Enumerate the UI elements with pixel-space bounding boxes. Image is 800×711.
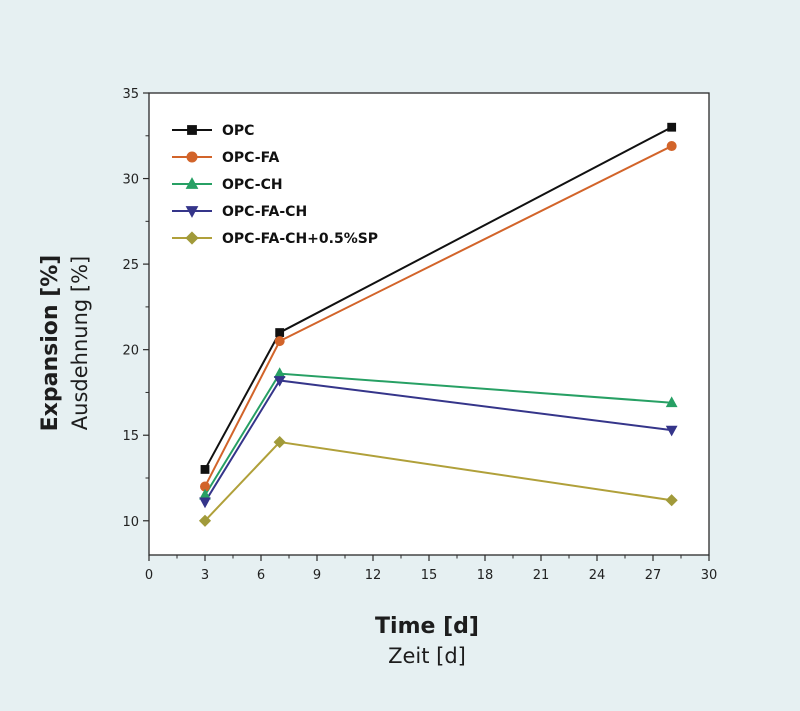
x-tick-label: 21 xyxy=(533,568,550,583)
y-tick-label: 20 xyxy=(122,344,139,359)
data-point xyxy=(666,141,677,152)
data-point xyxy=(667,122,677,132)
data-point xyxy=(665,425,678,437)
x-tick-label: 24 xyxy=(589,568,606,583)
data-point xyxy=(665,494,678,507)
legend-label: OPC-FA-CH xyxy=(222,204,307,220)
axes: 0 3 6 9 12 15 18 21 24 27 30 10 15 20 25 30 35 xyxy=(122,87,717,583)
y-tick-label: 35 xyxy=(122,87,139,102)
data-point xyxy=(665,396,678,408)
legend-marker xyxy=(185,206,199,218)
legend-marker xyxy=(185,231,199,245)
plot-frame xyxy=(148,92,710,556)
x-axis-label: Time [d] xyxy=(375,614,479,639)
legend-marker xyxy=(185,177,199,189)
x-tick-label: 0 xyxy=(145,568,153,583)
data-point xyxy=(273,436,286,449)
legend-label: OPC-FA-CH+0.5%SP xyxy=(222,231,378,247)
legend-label: OPC-CH xyxy=(222,177,283,193)
data-point xyxy=(273,376,286,387)
x-tick-label: 15 xyxy=(421,568,438,583)
data-point xyxy=(199,497,211,509)
legend-label: OPC-FA xyxy=(222,150,280,166)
x-tick-label: 3 xyxy=(201,568,209,583)
y-tick-label: 10 xyxy=(122,515,139,530)
data-point xyxy=(275,328,285,337)
legend-marker xyxy=(187,125,197,135)
legend-label: OPC xyxy=(222,123,254,139)
x-axis-label-secondary: Zeit [d] xyxy=(388,644,466,668)
x-tick-label: 12 xyxy=(365,568,382,583)
x-tick-label: 27 xyxy=(645,568,662,583)
plot-area xyxy=(198,122,678,527)
y-tick-label: 15 xyxy=(122,429,139,444)
data-point xyxy=(200,465,210,474)
y-axis-label-secondary: Ausdehnung [%] xyxy=(68,256,92,430)
y-axis-label: Expansion [%] xyxy=(38,255,63,432)
x-tick-label: 9 xyxy=(313,568,321,583)
data-point xyxy=(198,514,212,527)
x-tick-label: 30 xyxy=(701,568,718,583)
y-tick-label: 25 xyxy=(122,258,139,273)
x-tick-label: 18 xyxy=(477,568,494,583)
data-point xyxy=(274,336,285,347)
x-tick-label: 6 xyxy=(257,568,265,583)
legend: OPC OPC-FA OPC-CH OPC-FA-CH OPC-FA-CH+0.5%SP xyxy=(172,123,378,247)
legend-marker xyxy=(186,151,198,163)
y-tick-label: 30 xyxy=(122,173,139,188)
